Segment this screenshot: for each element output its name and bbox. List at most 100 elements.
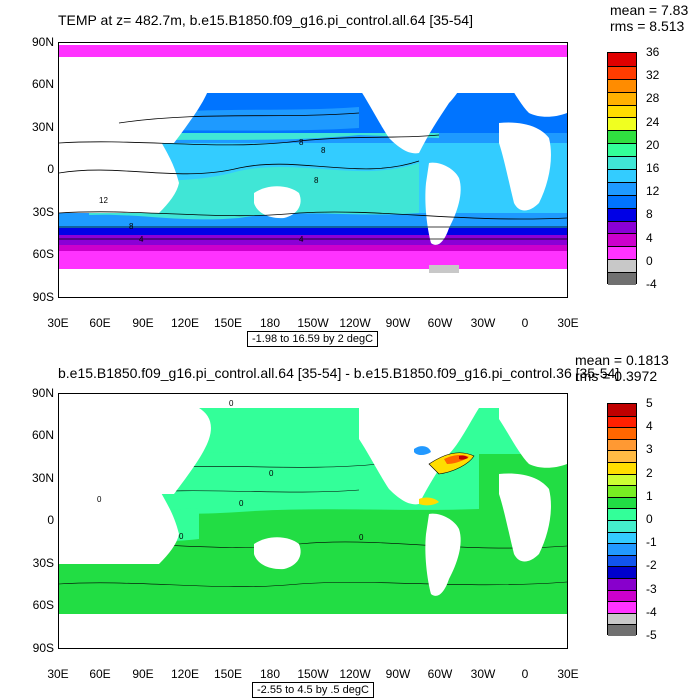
colorbar-label: -2 xyxy=(646,558,657,573)
colorbar-label: 36 xyxy=(646,45,660,59)
colorbar-swatch xyxy=(608,543,636,555)
lat-label: 0 xyxy=(47,513,54,527)
colorbar-label: 24 xyxy=(646,114,660,129)
panel-2-map: 0 0 0 0 0 0 xyxy=(58,393,568,649)
colorbar-swatch xyxy=(608,272,636,285)
lat-label: 90N xyxy=(31,386,54,400)
colorbar-label: -1 xyxy=(646,535,657,550)
colorbar-swatch xyxy=(608,427,636,439)
lon-label: 60W xyxy=(427,667,453,681)
colorbar-swatch xyxy=(608,78,636,92)
colorbar-swatch xyxy=(608,117,636,131)
colorbar-swatch xyxy=(608,624,636,636)
lon-label: 90E xyxy=(132,316,154,330)
lat-label: 0 xyxy=(47,162,54,176)
lat-label: 30N xyxy=(31,120,54,134)
lat-label: 60S xyxy=(32,598,54,612)
colorbar-label: 2 xyxy=(646,465,653,480)
lon-label: 60E xyxy=(89,667,111,681)
colorbar-label: 4 xyxy=(646,419,653,434)
colorbar-swatch xyxy=(608,181,636,195)
panel-2-mean: mean = 0.1813 xyxy=(575,352,669,368)
colorbar-swatch xyxy=(608,589,636,602)
colorbar-label: -4 xyxy=(646,604,657,619)
colorbar-swatch xyxy=(608,520,636,532)
panel-1-map: 8 12 8 8 8 4 4 xyxy=(58,42,568,298)
colorbar-swatch xyxy=(608,259,636,273)
panel-2-map-svg: 0 0 0 0 0 0 xyxy=(59,394,567,648)
lon-label: 120E xyxy=(170,316,200,330)
colorbar-swatch xyxy=(608,601,636,613)
contour-label: 8 xyxy=(314,176,319,185)
colorbar-label: -4 xyxy=(646,277,657,291)
contour-label: 8 xyxy=(321,146,326,155)
colorbar-label: 0 xyxy=(646,512,653,526)
colorbar-swatch xyxy=(608,473,636,486)
colorbar-label: 20 xyxy=(646,137,660,152)
lon-label: 30E xyxy=(557,667,579,681)
panel-2-rms: rms = 0.3972 xyxy=(575,368,658,384)
lat-label: 90S xyxy=(32,290,54,304)
panel-1-rms: rms = 8.513 xyxy=(610,18,685,34)
panel-2-colorbar xyxy=(607,403,637,636)
lon-label: 90W xyxy=(385,667,411,681)
colorbar-swatch xyxy=(608,554,636,567)
colorbar-label: 4 xyxy=(646,230,653,245)
lat-label: 30S xyxy=(32,205,54,219)
contour-label: 0 xyxy=(229,399,234,408)
lon-label: 60W xyxy=(427,316,453,330)
colorbar-label: 3 xyxy=(646,442,653,457)
lon-label: 150E xyxy=(213,316,243,330)
colorbar-swatch xyxy=(608,450,636,462)
panel-1-range: -1.98 to 16.59 by 2 degC xyxy=(247,331,379,347)
colorbar-swatch xyxy=(608,404,636,416)
lon-label: 180 xyxy=(259,667,281,681)
colorbar-swatch xyxy=(608,233,636,247)
colorbar-swatch xyxy=(608,65,636,79)
lon-label: 120E xyxy=(170,667,200,681)
colorbar-label: 16 xyxy=(646,161,660,175)
colorbar-swatch xyxy=(608,207,636,221)
colorbar-label: -3 xyxy=(646,581,657,596)
colorbar-label: -5 xyxy=(646,628,657,642)
panel-1-colorbar xyxy=(607,52,637,285)
lon-label: 120W xyxy=(339,316,371,330)
lon-label: 180 xyxy=(259,316,281,330)
colorbar-swatch xyxy=(608,220,636,234)
colorbar-label: 12 xyxy=(646,184,660,199)
lat-label: 30N xyxy=(31,471,54,485)
contour-label: 4 xyxy=(139,235,144,244)
panel-1-map-svg: 8 12 8 8 8 4 4 xyxy=(59,45,567,297)
lon-label: 30W xyxy=(470,316,496,330)
lon-label: 60E xyxy=(89,316,111,330)
contour-label: 0 xyxy=(179,532,184,541)
colorbar-swatch xyxy=(608,508,636,520)
colorbar-swatch xyxy=(608,156,636,169)
lon-label: 150W xyxy=(297,316,329,330)
lat-label: 60N xyxy=(31,77,54,91)
colorbar-label: 8 xyxy=(646,207,653,222)
colorbar-swatch xyxy=(608,194,636,208)
colorbar-label: 32 xyxy=(646,68,660,83)
contour-label: 8 xyxy=(129,222,134,231)
lat-label: 30S xyxy=(32,556,54,570)
colorbar-label: 1 xyxy=(646,488,653,503)
lat-label: 60N xyxy=(31,428,54,442)
lon-label: 90W xyxy=(385,316,411,330)
lon-label: 30W xyxy=(470,667,496,681)
panel-2-range: -2.55 to 4.5 by .5 degC xyxy=(252,682,374,698)
colorbar-swatch xyxy=(608,438,636,451)
colorbar-label: 5 xyxy=(646,396,653,410)
contour-label: 0 xyxy=(239,499,244,508)
lon-label: 150E xyxy=(213,667,243,681)
colorbar-swatch xyxy=(608,53,636,66)
lon-label: 0 xyxy=(521,316,529,330)
contour-label: 0 xyxy=(269,469,274,478)
panel-2-title: b.e15.B1850.f09_g16.pi_control.all.64 [3… xyxy=(58,365,620,381)
colorbar-swatch xyxy=(608,415,636,428)
contour-label: 4 xyxy=(299,235,304,244)
colorbar-swatch xyxy=(608,246,636,260)
colorbar-swatch xyxy=(608,104,636,118)
colorbar-swatch xyxy=(608,578,636,590)
colorbar-label: 0 xyxy=(646,253,653,268)
